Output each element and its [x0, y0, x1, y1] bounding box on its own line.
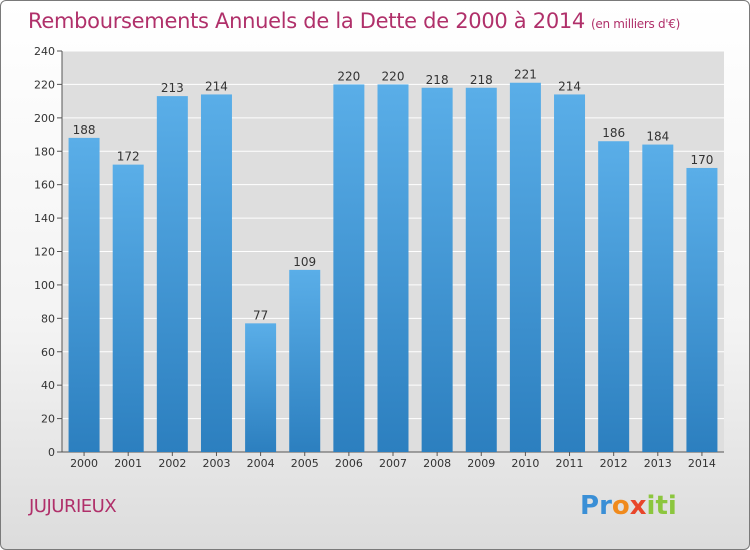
bar-2004 [245, 323, 277, 452]
y-tick-label: 100 [34, 279, 55, 292]
chart-subtitle: (en milliers d'€) [591, 17, 681, 31]
data-label-2004: 77 [253, 308, 268, 322]
bar-2012 [598, 141, 630, 452]
bar-2011 [554, 94, 586, 453]
chart-title-text: Remboursements Annuels de la Dette de 20… [28, 9, 585, 33]
y-tick-label: 220 [34, 78, 55, 91]
x-tick-label-2013: 2013 [644, 457, 672, 470]
x-tick-label-2004: 2004 [247, 457, 275, 470]
data-label-2008: 218 [426, 73, 449, 87]
x-tick-label-2007: 2007 [379, 457, 407, 470]
logo-letter: t [655, 491, 668, 521]
logo-letter: r [599, 491, 612, 521]
data-label-2000: 188 [73, 123, 96, 137]
logo-letter: o [611, 491, 630, 521]
x-tick-label-2001: 2001 [114, 457, 142, 470]
logo-letter: i [667, 491, 677, 521]
data-label-2010: 221 [514, 68, 537, 82]
bar-2008 [421, 87, 453, 452]
commune-name: JUJURIEUX [29, 496, 117, 517]
logo-letter: x [629, 491, 647, 521]
bar-2010 [509, 82, 541, 452]
proxiti-logo: Proxiti [580, 491, 677, 521]
data-label-2002: 213 [161, 81, 184, 95]
y-tick-label: 200 [34, 112, 55, 125]
bar-2013 [642, 144, 674, 453]
bar-2000 [68, 137, 100, 452]
x-tick-label-2010: 2010 [511, 457, 539, 470]
x-tick-label-2005: 2005 [291, 457, 319, 470]
bar-2009 [465, 87, 497, 452]
data-label-2011: 214 [558, 79, 581, 93]
y-tick-label: 140 [34, 212, 55, 225]
data-label-2001: 172 [117, 150, 140, 164]
bar-2006 [333, 84, 365, 453]
x-tick-label-2000: 2000 [70, 457, 98, 470]
x-tick-label-2014: 2014 [688, 457, 716, 470]
data-label-2012: 186 [602, 126, 625, 140]
x-tick-label-2012: 2012 [600, 457, 628, 470]
y-tick-label: 20 [41, 413, 55, 426]
x-tick-label-2006: 2006 [335, 457, 363, 470]
logo-letter: P [580, 491, 600, 521]
bar-2003 [200, 94, 232, 453]
x-tick-label-2011: 2011 [556, 457, 584, 470]
x-tick-label-2009: 2009 [467, 457, 495, 470]
chart-title: Remboursements Annuels de la Dette de 20… [28, 9, 680, 33]
data-label-2007: 220 [382, 69, 405, 83]
bar-2005 [289, 269, 321, 452]
data-label-2013: 184 [646, 130, 669, 144]
bar-2014 [686, 167, 718, 453]
y-tick-label: 80 [41, 312, 55, 325]
data-label-2005: 109 [293, 255, 316, 269]
data-label-2006: 220 [337, 69, 360, 83]
y-tick-label: 0 [48, 446, 55, 459]
y-tick-label: 180 [34, 145, 55, 158]
data-label-2014: 170 [690, 153, 713, 167]
x-tick-label-2002: 2002 [158, 457, 186, 470]
y-tick-label: 160 [34, 179, 55, 192]
y-tick-label: 240 [34, 45, 55, 58]
data-label-2003: 214 [205, 79, 228, 93]
logo-letter: i [646, 491, 656, 521]
data-label-2009: 218 [470, 73, 493, 87]
x-tick-label-2008: 2008 [423, 457, 451, 470]
y-tick-label: 60 [41, 346, 55, 359]
y-tick-label: 120 [34, 246, 55, 259]
bar-2002 [156, 96, 188, 453]
bar-2007 [377, 84, 409, 453]
x-tick-label-2003: 2003 [202, 457, 230, 470]
y-tick-label: 40 [41, 379, 55, 392]
bar-2001 [112, 164, 144, 452]
